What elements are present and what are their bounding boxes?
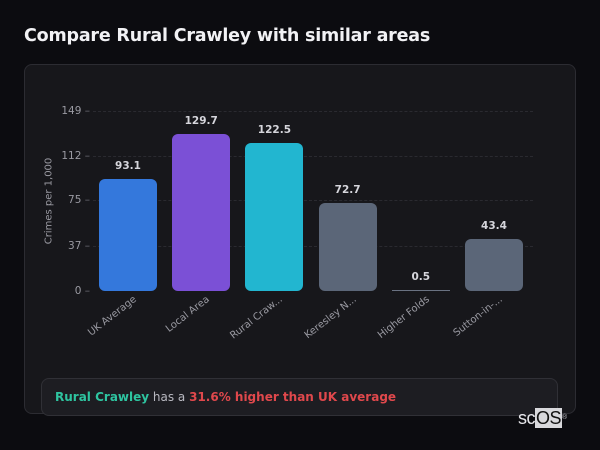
registered-mark-icon: ® <box>562 414 567 421</box>
y-axis-label: Crimes per 1,000 <box>43 157 55 245</box>
gridline <box>93 111 533 112</box>
bar[interactable] <box>172 134 231 291</box>
y-tick-label: 37 <box>68 240 90 252</box>
y-tick-label: 112 <box>61 150 90 162</box>
bar-value-label: 0.5 <box>411 271 431 283</box>
gridline <box>93 155 533 157</box>
gridline <box>93 200 533 202</box>
note-connector: has a <box>149 390 190 404</box>
note-area-name: Rural Crawley <box>55 390 150 404</box>
bar[interactable] <box>391 290 450 291</box>
bar-value-label: 122.5 <box>257 124 291 136</box>
scos-logo: scOS® <box>518 408 567 428</box>
bar-value-label: 129.7 <box>184 115 218 128</box>
page-title: Compare Rural Crawley with similar areas <box>24 26 431 46</box>
logo-prefix: sc <box>518 408 536 428</box>
logo-highlight: OS <box>535 408 563 428</box>
note-difference: 31.6% higher than UK average <box>189 390 397 404</box>
bar-value-label: 43.4 <box>481 219 507 232</box>
bar-value-label: 93.1 <box>115 159 141 172</box>
y-tick-label: 75 <box>68 194 90 206</box>
bar[interactable] <box>99 178 157 291</box>
gridline <box>93 246 533 248</box>
y-tick-label: 149 <box>61 105 90 117</box>
comparison-note: Rural Crawley has a 31.6% higher than UK… <box>41 378 558 416</box>
bar-value-label: 72.7 <box>334 184 361 197</box>
bar[interactable] <box>318 203 377 291</box>
y-tick-label: 0 <box>75 285 90 297</box>
bar[interactable] <box>245 143 304 291</box>
bar[interactable] <box>465 238 523 291</box>
